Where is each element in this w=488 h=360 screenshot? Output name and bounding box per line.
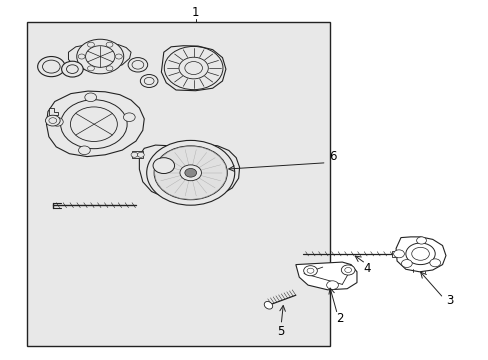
Circle shape bbox=[51, 117, 63, 126]
Bar bbox=[27, 22, 329, 346]
Polygon shape bbox=[46, 91, 144, 157]
Circle shape bbox=[140, 75, 158, 87]
Polygon shape bbox=[132, 151, 142, 158]
Circle shape bbox=[416, 237, 426, 244]
Circle shape bbox=[179, 57, 208, 79]
Circle shape bbox=[411, 247, 428, 260]
Circle shape bbox=[45, 115, 60, 126]
Polygon shape bbox=[49, 108, 58, 115]
Circle shape bbox=[393, 250, 404, 258]
Circle shape bbox=[61, 61, 83, 77]
Circle shape bbox=[106, 66, 113, 71]
Ellipse shape bbox=[264, 301, 272, 309]
Polygon shape bbox=[391, 251, 396, 257]
Polygon shape bbox=[161, 46, 225, 91]
Polygon shape bbox=[68, 43, 131, 71]
Polygon shape bbox=[295, 262, 356, 290]
Circle shape bbox=[70, 107, 117, 141]
Polygon shape bbox=[139, 144, 239, 200]
Circle shape bbox=[106, 42, 113, 47]
Text: 2: 2 bbox=[335, 312, 343, 325]
Text: 3: 3 bbox=[445, 294, 453, 307]
Circle shape bbox=[49, 118, 57, 123]
Circle shape bbox=[66, 65, 78, 73]
Circle shape bbox=[131, 152, 138, 157]
Polygon shape bbox=[395, 237, 445, 272]
Circle shape bbox=[132, 60, 143, 69]
Circle shape bbox=[146, 140, 234, 205]
Circle shape bbox=[137, 152, 144, 157]
Text: 1: 1 bbox=[191, 6, 199, 19]
Circle shape bbox=[306, 268, 313, 273]
Circle shape bbox=[85, 46, 115, 67]
Circle shape bbox=[42, 60, 60, 73]
Circle shape bbox=[78, 54, 85, 59]
Circle shape bbox=[87, 66, 94, 71]
Circle shape bbox=[401, 260, 411, 267]
Text: 4: 4 bbox=[362, 262, 370, 275]
Circle shape bbox=[77, 39, 123, 74]
Circle shape bbox=[128, 58, 147, 72]
Circle shape bbox=[344, 267, 351, 273]
Circle shape bbox=[180, 165, 201, 181]
Circle shape bbox=[61, 100, 127, 149]
Circle shape bbox=[79, 146, 90, 154]
Circle shape bbox=[87, 42, 94, 47]
Text: 6: 6 bbox=[328, 150, 336, 163]
Circle shape bbox=[405, 243, 434, 265]
Circle shape bbox=[326, 281, 338, 289]
Circle shape bbox=[144, 77, 154, 85]
Circle shape bbox=[153, 158, 174, 174]
Circle shape bbox=[184, 62, 202, 75]
Circle shape bbox=[184, 168, 196, 177]
Circle shape bbox=[429, 259, 440, 267]
Circle shape bbox=[154, 146, 227, 200]
Circle shape bbox=[38, 57, 65, 77]
Circle shape bbox=[84, 93, 96, 102]
Text: 5: 5 bbox=[277, 325, 285, 338]
Circle shape bbox=[123, 113, 135, 122]
Circle shape bbox=[115, 54, 122, 59]
Circle shape bbox=[303, 266, 317, 276]
Circle shape bbox=[341, 265, 354, 275]
